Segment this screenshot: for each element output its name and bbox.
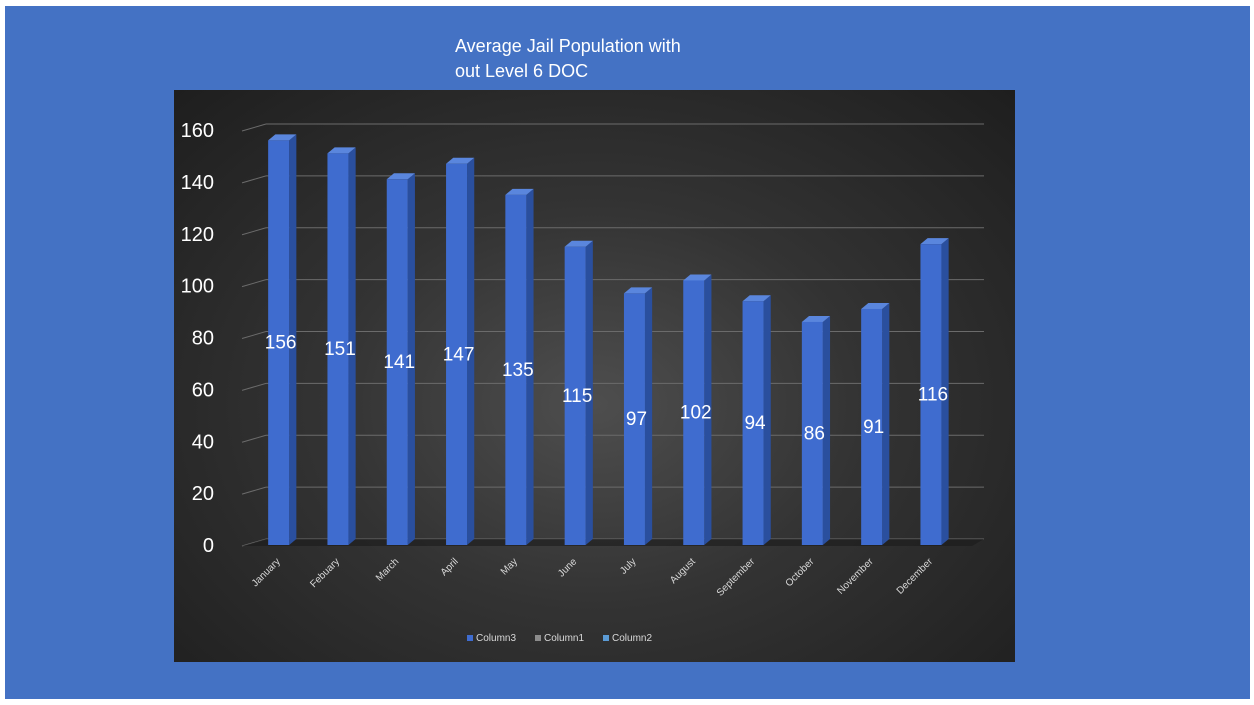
data-label: 147 xyxy=(443,344,475,365)
bar xyxy=(683,280,705,545)
gridline-side xyxy=(241,331,267,339)
x-tick-label: September xyxy=(715,556,758,599)
bar xyxy=(327,153,349,545)
bar-side xyxy=(941,238,949,545)
data-label: 86 xyxy=(804,423,825,444)
chart-title-line-1: Average Jail Population with xyxy=(455,36,681,56)
x-tick-label: December xyxy=(895,556,936,597)
bar-top xyxy=(801,315,831,322)
y-tick-label: 80 xyxy=(192,328,214,350)
y-tick-label: 0 xyxy=(203,535,214,557)
bar xyxy=(861,308,883,545)
data-label: 135 xyxy=(502,360,534,381)
x-tick-label: Febuary xyxy=(308,556,342,590)
bar xyxy=(742,301,764,545)
data-label: 91 xyxy=(863,417,884,438)
bar-side xyxy=(822,315,831,545)
bar-top xyxy=(564,240,593,247)
bar xyxy=(268,140,290,545)
x-tick-label: August xyxy=(668,556,698,586)
legend-label: Column3 xyxy=(476,633,516,644)
x-tick-label: June xyxy=(556,556,579,579)
x-tick-label: January xyxy=(250,556,283,589)
gridline-side xyxy=(241,175,267,184)
bar-side xyxy=(526,188,534,545)
bar-side xyxy=(644,287,653,545)
legend-swatch xyxy=(467,635,473,641)
data-label: 141 xyxy=(383,352,415,373)
x-tick-label: March xyxy=(374,556,401,583)
bar-side xyxy=(407,173,415,545)
gridline-side xyxy=(241,382,267,391)
bar-top xyxy=(623,287,653,294)
chart-plot-area: 0 20 40 60 80 100 120 140 160 156 January 151 Febuar… xyxy=(174,90,1015,662)
bar xyxy=(446,163,468,545)
bar-side xyxy=(585,240,593,545)
bar xyxy=(801,321,823,545)
bar-top xyxy=(505,188,534,195)
y-tick-label: 160 xyxy=(181,120,214,142)
data-label: 94 xyxy=(744,413,766,434)
bar xyxy=(386,179,408,545)
x-tick-label: April xyxy=(439,556,461,578)
legend-swatch xyxy=(603,635,609,641)
x-tick-label: November xyxy=(835,556,876,597)
legend-label: Column1 xyxy=(544,633,584,644)
gridline-side xyxy=(241,434,267,443)
bar xyxy=(505,194,527,545)
y-tick-label: 40 xyxy=(192,431,214,453)
bar-side xyxy=(882,302,890,545)
chart-title: Average Jail Population with out Level 6… xyxy=(455,34,795,84)
bar-chart: 0 20 40 60 80 100 120 140 160 156 January 151 Febuar… xyxy=(181,120,984,644)
bar-top xyxy=(683,274,712,281)
x-tick-label: July xyxy=(618,556,638,576)
x-tick-label: May xyxy=(499,556,520,577)
chart-title-line-2: out Level 6 DOC xyxy=(455,61,589,81)
bar-side xyxy=(289,134,297,545)
bar-top xyxy=(268,134,297,141)
y-tick-label: 100 xyxy=(181,276,214,298)
data-label: 102 xyxy=(680,403,712,424)
bar xyxy=(623,293,645,545)
bar-side xyxy=(348,147,356,545)
bar-top xyxy=(446,157,475,164)
bar-top xyxy=(742,295,771,302)
bar-side xyxy=(763,295,771,545)
bar-top xyxy=(920,238,949,245)
gridline-side xyxy=(241,227,267,236)
bar xyxy=(564,246,586,545)
bar-top xyxy=(861,302,890,309)
y-tick-label: 20 xyxy=(192,483,214,505)
data-label: 156 xyxy=(265,333,297,354)
y-tick-label: 120 xyxy=(181,224,214,246)
legend-label: Column2 xyxy=(612,633,652,644)
bar-top xyxy=(386,173,415,180)
data-label: 115 xyxy=(562,386,592,407)
gridline-side xyxy=(241,123,267,132)
data-label: 116 xyxy=(918,385,948,406)
bar-side xyxy=(704,274,712,545)
bar xyxy=(920,244,942,545)
bar-side xyxy=(467,157,475,545)
data-label: 97 xyxy=(626,409,647,430)
y-tick-label: 140 xyxy=(181,172,214,194)
chart-floor xyxy=(242,539,984,546)
gridline-side xyxy=(241,279,267,288)
gridline-side xyxy=(241,486,267,495)
bar-top xyxy=(327,147,356,154)
data-label: 151 xyxy=(324,339,356,360)
y-tick-label: 60 xyxy=(192,379,214,401)
legend-swatch xyxy=(535,635,541,641)
x-tick-label: October xyxy=(784,556,817,589)
